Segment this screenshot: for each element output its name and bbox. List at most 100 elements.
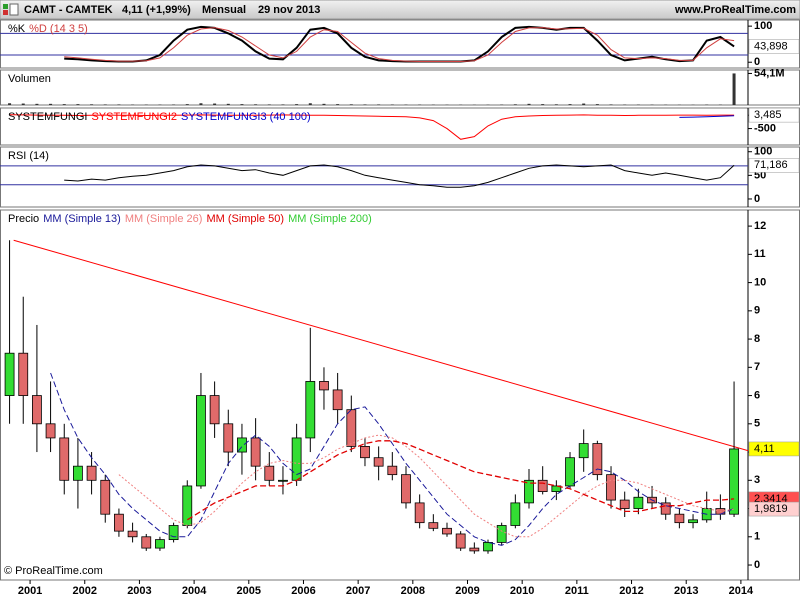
candle-body xyxy=(524,479,534,504)
site: www.ProRealTime.com xyxy=(674,4,796,16)
date: 29 nov 2013 xyxy=(258,4,320,16)
candle-body xyxy=(127,530,138,538)
legend-item: SYSTEMFUNGI2 xyxy=(91,111,177,123)
y-tick-label: 8 xyxy=(754,333,760,345)
candle-body xyxy=(32,395,42,425)
legend: RSI (14) xyxy=(8,150,49,162)
volume-bar xyxy=(527,103,531,105)
header-icon[interactable] xyxy=(9,3,19,16)
candle-body xyxy=(332,389,343,411)
legend: %K %D (14 3 5) xyxy=(8,23,88,35)
quote: 4,11 (+1,99%) xyxy=(122,4,191,16)
x-tick-label: 2014 xyxy=(729,585,754,597)
legend-item: Precio xyxy=(8,213,39,225)
candle-body xyxy=(291,437,302,481)
candle-body xyxy=(428,522,439,529)
volume-bar xyxy=(185,104,189,105)
volume-bar xyxy=(595,104,599,105)
panel-frame xyxy=(0,209,800,581)
header-icon[interactable] xyxy=(3,4,8,9)
candle-body xyxy=(223,423,234,453)
candle-body xyxy=(606,474,616,501)
series-line xyxy=(64,27,735,62)
last-value-box xyxy=(748,501,800,517)
x-tick-label: 2013 xyxy=(674,585,698,597)
series-line xyxy=(50,372,735,546)
candle-body xyxy=(250,437,261,467)
candle-body xyxy=(373,457,384,467)
candle-body xyxy=(510,502,521,526)
legend: SYSTEMFUNGI SYSTEMFUNGI2 SYSTEMFUNGI3 (40 … xyxy=(8,111,311,123)
x-tick-label: 2006 xyxy=(291,585,315,597)
y-tick-label: 3 xyxy=(754,474,760,486)
last-value-box xyxy=(748,39,800,54)
y-tick-label: 0 xyxy=(754,559,760,571)
volume-bar xyxy=(609,104,613,105)
series-line xyxy=(679,115,735,118)
y-tick-label: 10 xyxy=(754,276,766,288)
volume-bar xyxy=(568,104,572,105)
candle-body xyxy=(73,465,83,481)
last-value-label: 71,186 xyxy=(754,159,788,171)
x-tick-label: 2009 xyxy=(455,585,479,597)
x-tick-label: 2005 xyxy=(237,585,261,597)
volume-bar xyxy=(377,104,381,105)
volume-bar xyxy=(199,103,203,105)
volume-bar xyxy=(35,103,39,105)
volume-bar xyxy=(281,104,285,105)
candle-body xyxy=(196,395,206,487)
volume-bar xyxy=(322,103,326,105)
volume-bar xyxy=(226,103,230,105)
volume-bar xyxy=(254,104,258,105)
legend-item: %D (14 3 5) xyxy=(29,23,88,35)
volume-bar xyxy=(363,104,367,105)
legend-item: RSI (14) xyxy=(8,150,49,162)
candle-body xyxy=(168,525,179,541)
header-icon[interactable] xyxy=(3,10,8,15)
candle-body xyxy=(469,547,480,552)
y-tick-label: 54,1M xyxy=(754,67,785,79)
volume-bar xyxy=(49,103,53,105)
volume-bar xyxy=(541,104,545,105)
y-tick-label: 1 xyxy=(754,531,760,543)
candle-body xyxy=(59,437,70,481)
legend: Volumen xyxy=(8,73,51,85)
candle-body xyxy=(4,352,15,396)
candle-body xyxy=(414,502,425,524)
volume-bar xyxy=(554,104,558,105)
volume-bar xyxy=(62,104,66,105)
candle-body xyxy=(141,536,152,549)
candle-body xyxy=(442,527,452,535)
y-tick-label: 100 xyxy=(754,20,772,32)
x-tick-label: 2012 xyxy=(619,585,643,597)
panel-frame xyxy=(0,107,800,146)
last-value-label: 4,11 xyxy=(754,443,775,455)
volume-bar xyxy=(76,104,80,105)
candle-body xyxy=(401,474,411,504)
candle-body xyxy=(565,457,575,487)
candle-body xyxy=(483,542,493,552)
plot-area xyxy=(8,73,736,105)
legend-item: %K xyxy=(8,23,26,35)
candle-body xyxy=(346,409,357,447)
y-tick-label: 12 xyxy=(754,220,766,232)
candle-body xyxy=(551,485,562,492)
volume-bar xyxy=(349,104,353,105)
candle-body xyxy=(319,381,329,391)
candle-body xyxy=(100,479,111,515)
panel-frame xyxy=(0,69,800,106)
y-tick-label: -500 xyxy=(754,122,776,134)
last-value-label: 43,898 xyxy=(754,40,788,52)
volume-bar xyxy=(172,104,176,105)
x-tick-label: 2001 xyxy=(18,585,42,597)
series-line xyxy=(118,434,735,538)
y-tick-label: 5 xyxy=(754,418,760,430)
volume-bar xyxy=(295,104,299,105)
footer: © ProRealTime.com xyxy=(4,565,103,577)
candle-body xyxy=(155,539,165,549)
candle-body xyxy=(455,533,466,549)
candle-body xyxy=(86,465,97,481)
legend-item: SYSTEMFUNGI3 (40 100) xyxy=(181,111,311,123)
panel-frame xyxy=(0,146,800,208)
legend-item: SYSTEMFUNGI xyxy=(8,111,87,123)
